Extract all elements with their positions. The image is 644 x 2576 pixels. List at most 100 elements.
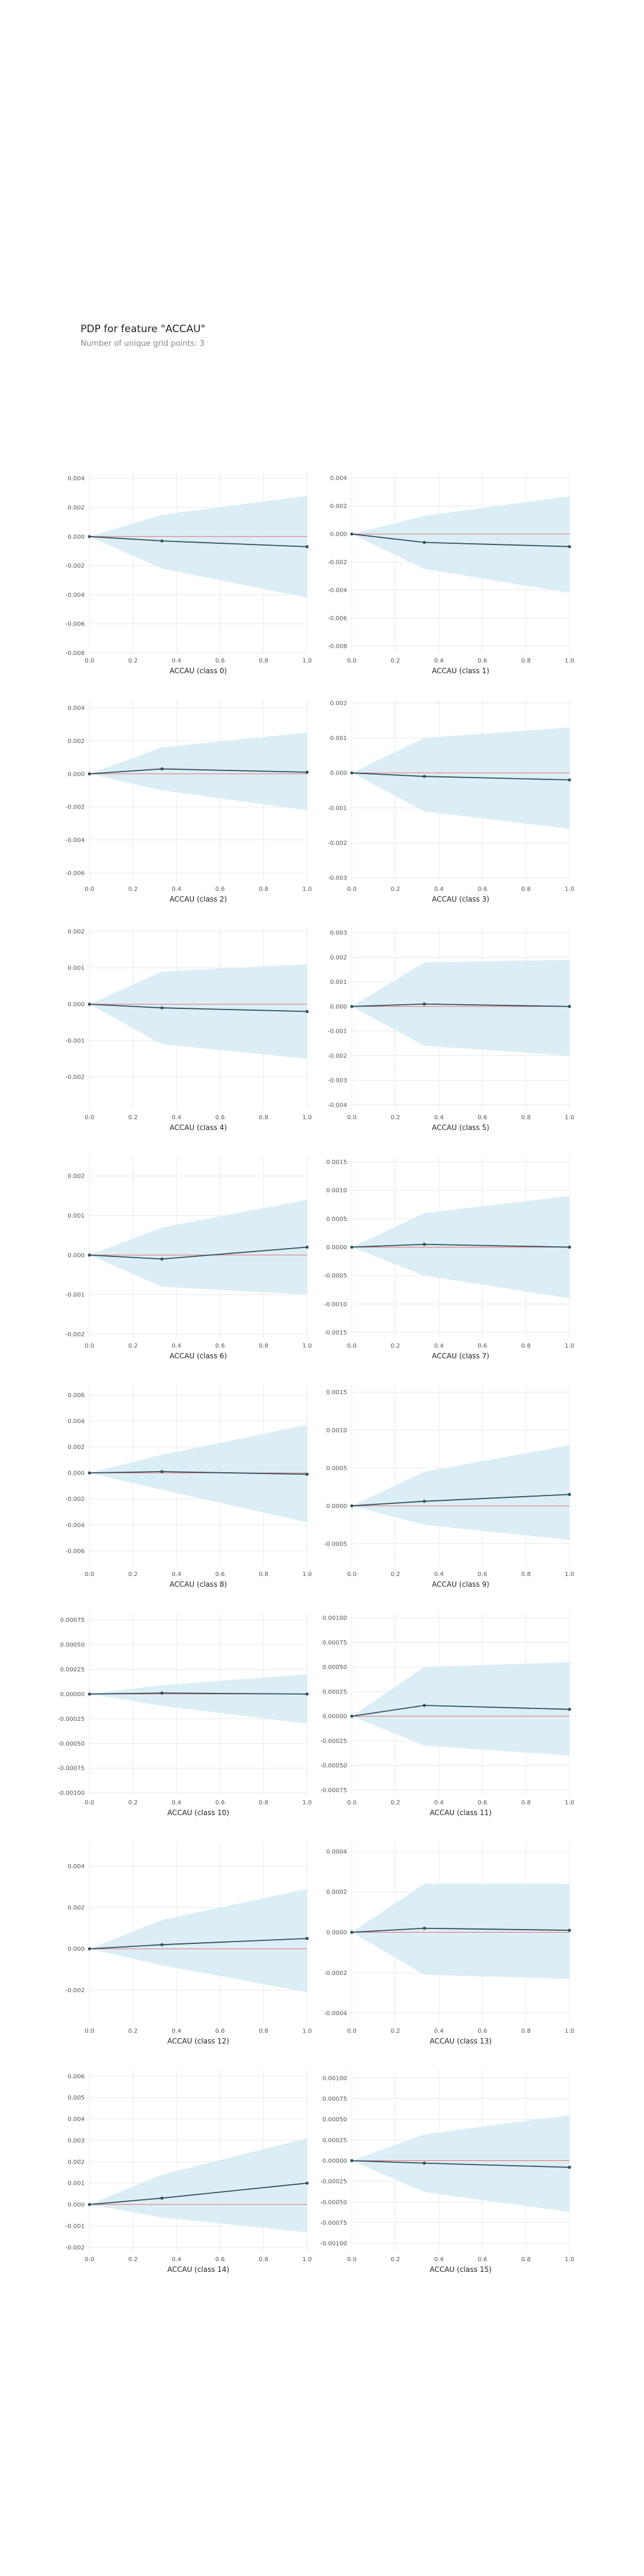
y-tick-label: 0.00025 xyxy=(323,2137,347,2144)
x-tick-label: 0.0 xyxy=(347,1571,357,1578)
pdp-point xyxy=(350,532,354,536)
confidence-band xyxy=(352,496,569,593)
confidence-band xyxy=(352,2115,569,2212)
y-tick-label: -0.006 xyxy=(66,621,85,628)
x-tick-label: 0.2 xyxy=(128,1343,138,1349)
x-tick-label: 0.4 xyxy=(434,886,444,893)
pdp-point xyxy=(568,2165,571,2169)
pdp-panel-6: 0.0 0.2 0.4 0.6 0.8 1.0 0.002 0.001 0.000 -0.001 -… xyxy=(66,1156,312,1360)
confidence-band xyxy=(352,1884,569,1979)
pdp-point xyxy=(422,541,426,544)
y-tick-label: 0.001 xyxy=(67,2181,85,2187)
x-tick-label: 0.2 xyxy=(128,1114,138,1121)
y-tick-label: 0.0000 xyxy=(326,1503,347,1510)
y-tick-label: 0.00075 xyxy=(323,2096,347,2103)
y-tick-label: 0.002 xyxy=(67,2159,85,2166)
y-tick-label: -0.003 xyxy=(328,875,347,882)
y-tick-label: -0.00025 xyxy=(58,1716,85,1723)
pdp-point xyxy=(160,1943,164,1946)
x-tick-label: 0.4 xyxy=(434,1114,444,1121)
y-tick-label: 0.002 xyxy=(330,503,347,510)
y-tick-label: 0.004 xyxy=(67,2116,85,2123)
x-tick-label: 0.2 xyxy=(391,658,400,664)
x-axis-label: ACCAU (class 5) xyxy=(432,1123,489,1132)
pdp-point xyxy=(568,545,571,549)
y-tick-label: 0.003 xyxy=(330,930,347,937)
x-tick-label: 1.0 xyxy=(565,1114,574,1121)
pdp-point xyxy=(350,1504,354,1507)
x-tick-label: 1.0 xyxy=(565,1571,574,1578)
pdp-panel-12: 0.0 0.2 0.4 0.6 0.8 1.0 0.004 0.002 0.000 -0.002 A… xyxy=(66,1841,312,2045)
x-tick-label: 0.0 xyxy=(85,1114,94,1121)
y-tick-label: -0.004 xyxy=(328,1102,347,1109)
pdp-panel-13: 0.0 0.2 0.4 0.6 0.8 1.0 0.0004 0.0002 0.0000 -0.0… xyxy=(324,1841,574,2045)
pdp-point xyxy=(568,1493,571,1496)
y-tick-label: 0.00075 xyxy=(323,1640,347,1646)
pdp-panel-4: 0.0 0.2 0.4 0.6 0.8 1.0 0.002 0.001 0.000 -0.001 -… xyxy=(66,928,312,1132)
x-tick-label: 0.8 xyxy=(259,1114,268,1121)
x-tick-label: 0.6 xyxy=(215,1343,225,1349)
confidence-band xyxy=(352,727,569,829)
x-tick-label: 0.6 xyxy=(215,1114,225,1121)
y-tick-label: -0.002 xyxy=(66,2244,85,2251)
pdp-point xyxy=(88,535,91,538)
y-tick-label: 0.000 xyxy=(330,770,347,777)
pdp-point xyxy=(88,772,91,776)
x-axis-label: ACCAU (class 3) xyxy=(432,895,489,903)
x-tick-label: 1.0 xyxy=(565,1343,574,1349)
x-tick-label: 0.2 xyxy=(128,2256,138,2263)
x-tick-label: 1.0 xyxy=(302,886,312,893)
x-tick-label: 0.8 xyxy=(521,2028,531,2035)
y-tick-label: -0.00050 xyxy=(58,1741,85,1747)
pdp-point xyxy=(88,1947,91,1950)
x-axis-label: ACCAU (class 13) xyxy=(430,2037,492,2045)
pdp-point xyxy=(160,2196,164,2200)
y-tick-label: 0.00100 xyxy=(323,2075,347,2082)
x-tick-label: 0.8 xyxy=(259,1343,268,1349)
x-tick-label: 0.4 xyxy=(172,658,181,664)
pdp-panel-7: 0.0 0.2 0.4 0.6 0.8 1.0 0.0015 0.0010 0.0005 0.00… xyxy=(324,1156,574,1360)
confidence-band xyxy=(89,964,307,1059)
x-tick-label: 0.8 xyxy=(521,1571,531,1578)
pdp-point xyxy=(350,2159,354,2163)
pdp-panel-11: 0.0 0.2 0.4 0.6 0.8 1.0 0.00100 0.00075 0.00050 0… xyxy=(320,1613,574,1817)
y-tick-label: 0.000 xyxy=(67,771,85,778)
x-tick-label: 1.0 xyxy=(302,1571,312,1578)
x-axis-label: ACCAU (class 0) xyxy=(169,667,227,675)
y-tick-label: -0.002 xyxy=(328,1053,347,1060)
x-tick-label: 0.2 xyxy=(128,2028,138,2035)
y-tick-label: -0.001 xyxy=(328,1029,347,1035)
y-tick-label: 0.00050 xyxy=(323,1664,347,1671)
y-tick-label: 0.001 xyxy=(330,735,347,742)
y-tick-label: -0.0010 xyxy=(324,1301,347,1308)
x-tick-label: 0.8 xyxy=(259,658,268,664)
confidence-band xyxy=(89,1674,307,1724)
confidence-band xyxy=(352,1445,569,1540)
pdp-point xyxy=(160,539,164,543)
pdp-point xyxy=(305,1010,309,1013)
x-tick-label: 0.4 xyxy=(172,2256,181,2263)
y-tick-label: 0.0005 xyxy=(326,1216,347,1222)
y-tick-label: 0.000 xyxy=(67,1252,85,1259)
y-tick-label: -0.004 xyxy=(66,837,85,844)
pdp-point xyxy=(305,2181,309,2185)
y-tick-label: -0.00075 xyxy=(320,1787,347,1794)
y-tick-label: -0.002 xyxy=(66,1075,85,1081)
x-tick-label: 0.4 xyxy=(434,1343,444,1349)
x-tick-label: 0.6 xyxy=(478,2256,487,2263)
x-axis-label: ACCAU (class 9) xyxy=(432,1580,489,1589)
x-tick-label: 0.4 xyxy=(434,2256,444,2263)
y-tick-label: 0.004 xyxy=(67,705,85,711)
x-tick-label: 0.2 xyxy=(391,2028,400,2035)
y-tick-label: -0.00025 xyxy=(320,1738,347,1745)
x-tick-label: 0.2 xyxy=(391,886,400,893)
pdp-point xyxy=(305,1937,309,1940)
x-tick-label: 0.6 xyxy=(215,886,225,893)
x-tick-label: 1.0 xyxy=(302,2028,312,2035)
x-tick-label: 0.2 xyxy=(391,1343,400,1349)
x-tick-label: 0.4 xyxy=(172,1343,181,1349)
x-tick-label: 0.6 xyxy=(478,886,487,893)
y-tick-label: 0.002 xyxy=(67,929,85,936)
y-tick-label: 0.0010 xyxy=(326,1188,347,1194)
y-tick-label: -0.00050 xyxy=(320,1763,347,1769)
